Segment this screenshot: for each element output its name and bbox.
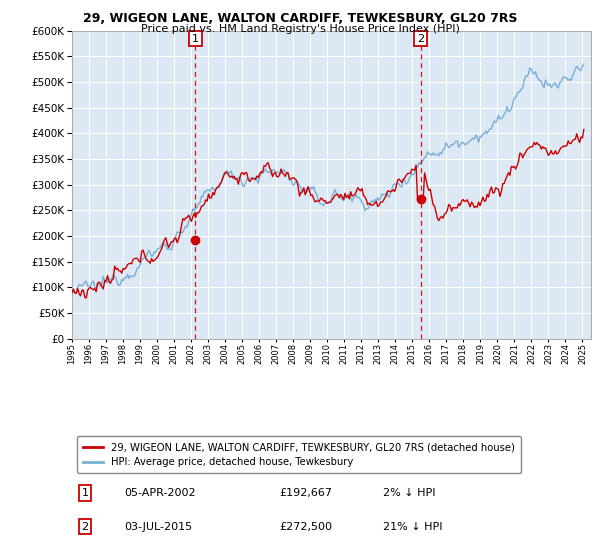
Text: 05-APR-2002: 05-APR-2002 <box>124 488 196 498</box>
Text: Price paid vs. HM Land Registry's House Price Index (HPI): Price paid vs. HM Land Registry's House … <box>140 24 460 34</box>
Text: £272,500: £272,500 <box>280 522 332 531</box>
Text: £192,667: £192,667 <box>280 488 332 498</box>
Text: 29, WIGEON LANE, WALTON CARDIFF, TEWKESBURY, GL20 7RS: 29, WIGEON LANE, WALTON CARDIFF, TEWKESB… <box>83 12 517 25</box>
Text: 03-JUL-2015: 03-JUL-2015 <box>124 522 192 531</box>
Text: 2: 2 <box>82 522 89 531</box>
Legend: 29, WIGEON LANE, WALTON CARDIFF, TEWKESBURY, GL20 7RS (detached house), HPI: Ave: 29, WIGEON LANE, WALTON CARDIFF, TEWKESB… <box>77 436 521 473</box>
Text: 1: 1 <box>192 34 199 44</box>
Text: 2% ↓ HPI: 2% ↓ HPI <box>383 488 436 498</box>
Text: 1: 1 <box>82 488 88 498</box>
Text: 21% ↓ HPI: 21% ↓ HPI <box>383 522 443 531</box>
Text: 2: 2 <box>417 34 424 44</box>
